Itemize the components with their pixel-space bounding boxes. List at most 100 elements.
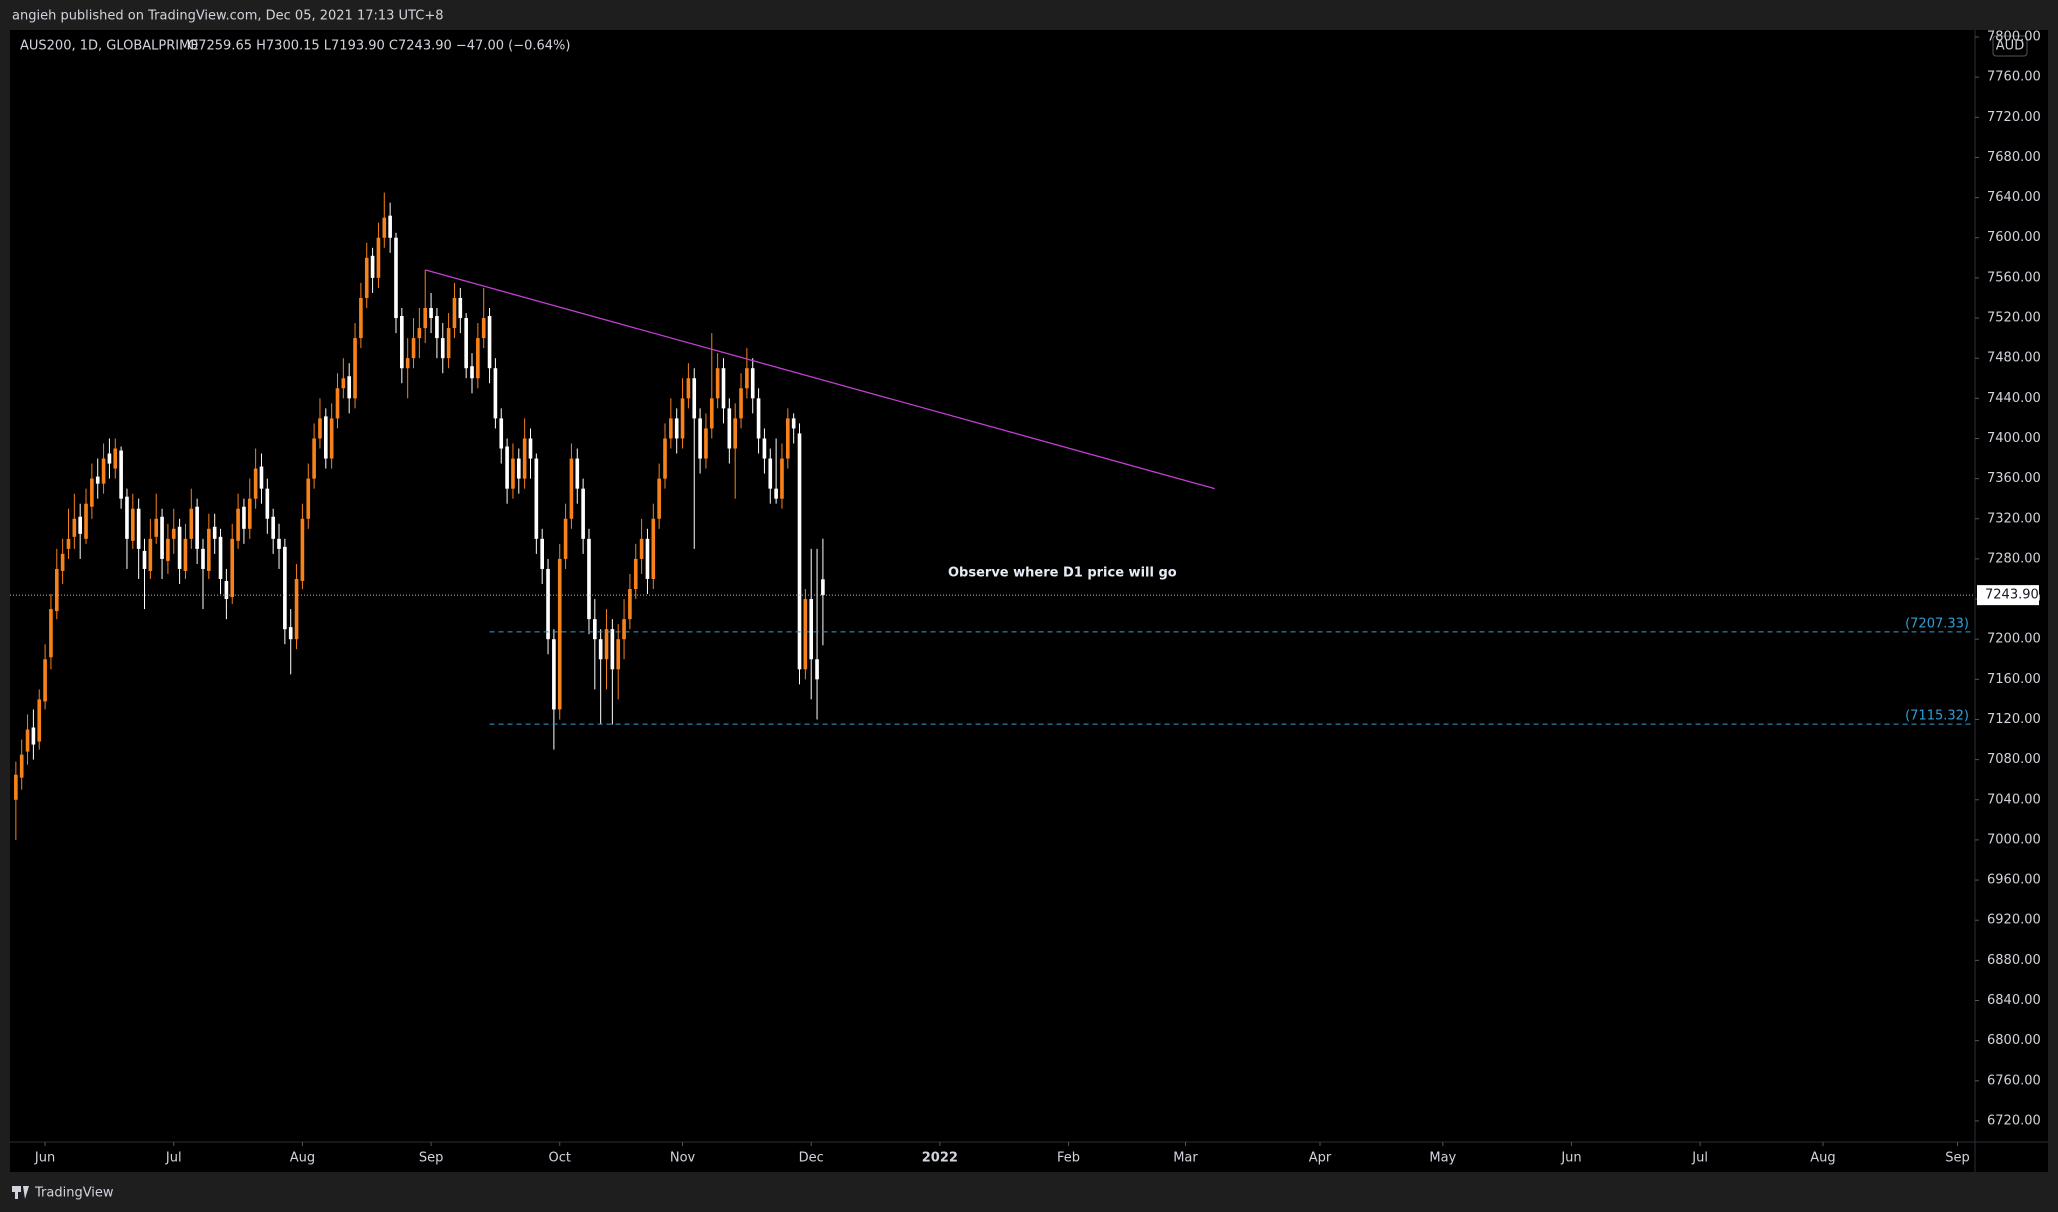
y-tick-label: 6760.00 [1987, 1073, 2041, 1088]
logo [12, 1186, 29, 1199]
candle-body [107, 453, 112, 464]
candle-body [14, 774, 18, 800]
y-tick-label: 6960.00 [1987, 873, 2041, 888]
y-tick-label: 7160.00 [1987, 672, 2041, 687]
candle-body [207, 528, 211, 571]
y-tick-label: 7760.00 [1987, 70, 2041, 85]
x-tick-label: Jun [1560, 1151, 1581, 1166]
x-tick-label: Sep [1945, 1151, 1970, 1166]
candle-body [522, 438, 527, 479]
y-tick-label: 7120.00 [1987, 712, 2041, 727]
candle-body [259, 466, 264, 489]
candle-body [224, 580, 229, 600]
candle-body [353, 338, 357, 399]
ohlc-legend: O7259.65 H7300.15 L7193.90 C7243.90 −47.… [188, 39, 570, 54]
x-tick-label: Jul [1691, 1151, 1708, 1166]
candle-body [247, 498, 252, 529]
candle-body [803, 599, 808, 670]
price-label: 7243.90 [1985, 588, 2039, 603]
candle-body [569, 458, 574, 519]
candle-body [78, 516, 82, 534]
candle-body [440, 338, 445, 359]
candle-body [563, 518, 568, 559]
y-tick-label: 7400.00 [1987, 431, 2041, 446]
candle-body [797, 433, 802, 670]
candle-body [148, 538, 153, 571]
candle-body [552, 639, 556, 710]
candle-body [31, 727, 36, 745]
candle-body [809, 599, 814, 660]
candle-body [733, 418, 737, 449]
candle-body [201, 548, 205, 569]
x-tick-label: Jul [165, 1151, 182, 1166]
candle-body [43, 659, 47, 702]
y-tick-label: 7800.00 [1987, 30, 2041, 45]
candle-body [25, 729, 30, 752]
candle-body [142, 550, 147, 569]
candle-body [54, 568, 59, 612]
candle-body [183, 538, 188, 571]
x-tick-label: May [1429, 1151, 1456, 1166]
candle-body [616, 639, 621, 670]
candle-body [680, 398, 685, 439]
annotation: Observe where D1 price will go [948, 566, 1177, 581]
y-tick-label: 7680.00 [1987, 150, 2041, 165]
y-tick-label: 6800.00 [1987, 1033, 2041, 1048]
candle-body [540, 538, 545, 569]
chart-title: AUS200, 1D, GLOBALPRIME [20, 39, 199, 54]
y-tick-label: 7440.00 [1987, 391, 2041, 406]
candle-body [84, 503, 88, 539]
x-tick-label: Aug [1810, 1151, 1835, 1166]
candle-body [768, 458, 773, 489]
candle-body [19, 754, 24, 778]
candle-body [581, 488, 585, 539]
candle-body [166, 538, 170, 561]
x-tick-label: Oct [548, 1151, 570, 1166]
candle-body [774, 488, 778, 499]
candle-body [60, 553, 65, 571]
candle-body [622, 619, 626, 640]
candle-body [598, 639, 603, 660]
x-tick-label: Sep [419, 1151, 444, 1166]
brand: TradingView [34, 1186, 114, 1201]
candle-body [528, 438, 533, 459]
candle-body [452, 297, 457, 329]
y-tick-label: 7560.00 [1987, 270, 2041, 285]
y-tick-label: 7040.00 [1987, 792, 2041, 807]
candle-body [49, 609, 53, 658]
candle-body [370, 255, 375, 278]
candle-body [171, 528, 176, 539]
candle-body [265, 488, 270, 519]
candle-body [189, 508, 194, 539]
x-tick-label: Nov [670, 1151, 696, 1166]
candle-body [288, 627, 293, 640]
y-tick-label: 6720.00 [1987, 1113, 2041, 1128]
candle-body [745, 368, 749, 389]
x-tick-label: Dec [799, 1151, 824, 1166]
candle-body [628, 589, 632, 620]
x-tick-label: Feb [1057, 1151, 1080, 1166]
candle-body [160, 516, 164, 559]
candle-body [417, 328, 422, 339]
candle-body [686, 378, 691, 399]
candle-body [435, 316, 439, 339]
candle-body [516, 458, 521, 479]
candle-body [657, 478, 661, 519]
candle-body [423, 308, 428, 329]
y-tick-label: 6880.00 [1987, 953, 2041, 968]
candle-body [476, 338, 480, 379]
candle-body [195, 506, 199, 549]
candle-body [593, 619, 597, 640]
candle-body [464, 318, 468, 369]
y-tick-label: 7600.00 [1987, 230, 2041, 245]
candle-body [639, 538, 644, 559]
candle-body [136, 508, 141, 549]
candle-body [458, 297, 463, 319]
candle-body [119, 450, 123, 499]
candle-body [575, 458, 580, 489]
candle-body [429, 308, 433, 319]
candle-body [154, 518, 159, 537]
candle-body [411, 338, 416, 359]
y-tick-label: 7360.00 [1987, 471, 2041, 486]
